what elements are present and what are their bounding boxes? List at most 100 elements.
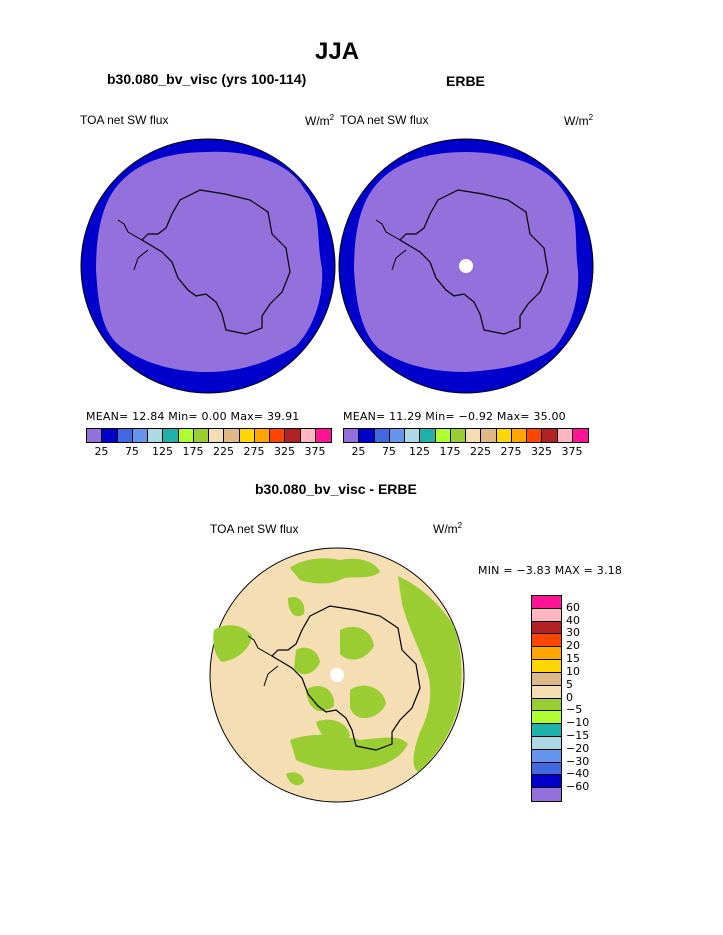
colorbar-swatch [527,429,543,442]
colorbar-swatch [224,429,240,442]
colorbar-swatch [532,788,561,801]
colorbar-swatch [532,621,561,635]
colorbar-swatch [389,429,405,442]
colorbar-tick-label: −5 [566,703,583,717]
diff-peninsula [247,635,279,687]
colorbar-swatch [450,429,466,442]
colorbar-swatch [285,429,301,442]
colorbar-swatch [300,429,316,442]
colorbar-swatch [344,429,360,442]
colorbar-swatch [532,762,561,776]
colorbar-swatch [532,634,561,648]
left-panel-title: b30.080_bv_visc (yrs 100-114) [107,71,307,87]
diff-green-left [213,625,252,662]
left-map [80,138,336,394]
page-title: JJA [315,38,360,65]
left-map-inner-field [96,151,323,372]
left-var-label: TOA net SW flux [80,113,169,127]
colorbar-swatch [405,429,421,442]
colorbar-tick-label: 40 [566,613,580,627]
colorbar-swatch [532,749,561,763]
colorbar-tick-label: 275 [243,445,265,458]
right-unit-sup: 2 [588,113,594,122]
colorbar-tick-label: 175 [182,445,204,458]
colorbar-tick-label: −60 [566,780,590,794]
colorbar-swatch [163,429,179,442]
left-map-peninsula [117,219,149,271]
colorbar-tick-label: 75 [124,445,139,458]
colorbar-swatch [87,429,103,442]
colorbar-swatch [315,429,331,442]
left-map-antarctica [141,189,291,335]
colorbar-swatch [542,429,558,442]
right-unit-label: W/m2 [564,113,593,128]
right-colorbar [343,428,589,443]
diff-unit-label: W/m2 [433,521,462,536]
colorbar-tick-label: 175 [439,445,461,458]
colorbar-swatch [496,429,512,442]
left-stats: MEAN= 12.84 Min= 0.00 Max= 39.91 [86,410,300,423]
colorbar-tick-label: 125 [152,445,174,458]
colorbar-swatch [532,608,561,622]
colorbar-swatch [532,660,561,673]
colorbar-swatch [557,429,573,442]
colorbar-tick-label: −15 [566,728,590,742]
diff-green-center4 [350,685,386,719]
colorbar-tick-label: 15 [566,652,580,666]
diff-green-right [398,576,462,772]
colorbar-swatch [572,429,588,442]
colorbar-swatch [532,596,561,609]
right-stats: MEAN= 11.29 Min= −0.92 Max= 35.00 [343,410,566,423]
diff-green-center2 [340,626,374,660]
colorbar-swatch [209,429,225,442]
right-unit: W/m [564,114,589,128]
colorbar-swatch [466,429,482,442]
colorbar-swatch [532,736,561,750]
colorbar-swatch [178,429,194,442]
right-panel-title: ERBE [446,73,485,89]
colorbar-swatch [117,429,133,442]
colorbar-swatch [481,429,497,442]
colorbar-tick-label: 375 [304,445,326,458]
colorbar-swatch [532,647,561,661]
colorbar-tick-label: 225 [213,445,235,458]
diff-colorbar [531,595,562,802]
colorbar-swatch [270,429,286,442]
colorbar-swatch [148,429,164,442]
left-colorbar [86,428,332,443]
colorbar-tick-label: 325 [531,445,553,458]
left-unit: W/m [305,114,330,128]
colorbar-swatch [374,429,390,442]
colorbar-tick-label: 125 [409,445,431,458]
colorbar-tick-label: 375 [561,445,583,458]
colorbar-swatch [532,724,561,737]
diff-unit: W/m [433,522,458,536]
colorbar-tick-label: −20 [566,741,590,755]
diff-map [209,547,465,803]
left-unit-sup: 2 [329,113,335,122]
colorbar-tick-label: 75 [381,445,396,458]
diff-green-center1 [294,647,320,675]
colorbar-tick-label: 60 [566,600,580,614]
colorbar-tick-label: −30 [566,754,590,768]
colorbar-swatch [435,429,451,442]
diff-var-label: TOA net SW flux [210,522,299,536]
colorbar-swatch [532,711,561,725]
colorbar-swatch [193,429,209,442]
diff-minmax: MIN = −3.83 MAX = 3.18 [478,564,623,577]
colorbar-swatch [239,429,255,442]
colorbar-tick-label: 30 [566,626,580,640]
colorbar-swatch [420,429,436,442]
colorbar-swatch [102,429,118,442]
right-map-antarctica [399,189,549,335]
colorbar-tick-label: 10 [566,664,580,678]
diff-title: b30.080_bv_visc - ERBE [255,481,417,497]
colorbar-tick-label: 0 [566,690,573,704]
colorbar-swatch [532,775,561,789]
right-var-label: TOA net SW flux [340,113,429,127]
diff-green-lower [290,734,408,771]
diff-map-pole-hole [330,668,344,682]
diff-unit-sup: 2 [457,521,463,530]
colorbar-swatch [532,685,561,699]
colorbar-swatch [132,429,148,442]
